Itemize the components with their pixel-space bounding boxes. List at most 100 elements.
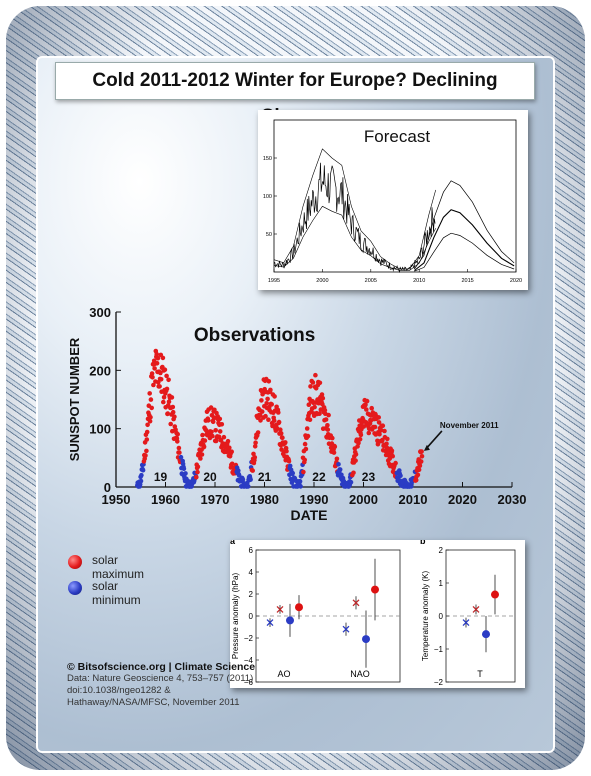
solar-max-point bbox=[322, 407, 328, 413]
panel-y-tick-label: 2 bbox=[439, 546, 444, 555]
solar-max-point bbox=[325, 427, 331, 432]
solar-max-point bbox=[313, 372, 318, 378]
solar-max-point bbox=[162, 367, 168, 373]
solar-min-point bbox=[348, 479, 354, 485]
solar-min-point bbox=[138, 478, 144, 484]
solar-max-point bbox=[276, 410, 281, 415]
solar-max-point bbox=[166, 399, 172, 405]
solar-max-point bbox=[390, 453, 396, 459]
solar-max-point bbox=[154, 361, 160, 366]
solar-max-point bbox=[418, 459, 424, 464]
panel-y-tick-label: 2 bbox=[249, 590, 254, 599]
solar-max-point bbox=[148, 414, 153, 420]
solar-max-point bbox=[166, 377, 171, 383]
panel-y-tick-label: 0 bbox=[249, 612, 254, 621]
legend-label: solar maximum bbox=[92, 553, 145, 581]
solar-max-point bbox=[305, 433, 311, 439]
solar-max-point bbox=[229, 461, 235, 467]
solar-max-point bbox=[364, 398, 370, 404]
solar-max-point bbox=[307, 417, 313, 423]
solar-max-point bbox=[384, 445, 390, 451]
observed-dot-marker bbox=[371, 585, 379, 594]
solar-max-point bbox=[308, 384, 313, 389]
solar-max-point bbox=[203, 428, 209, 433]
solar-max-point bbox=[257, 412, 263, 418]
obs-x-axis-label: DATE bbox=[290, 507, 327, 523]
solar-max-point bbox=[176, 445, 182, 451]
annotation-label: November 2011 bbox=[440, 421, 499, 430]
solar-max-point bbox=[369, 405, 375, 411]
solar-max-point bbox=[376, 420, 382, 425]
solar-max-point bbox=[253, 440, 258, 446]
obs-title: Observations bbox=[194, 325, 315, 346]
forecast-x-tick-label: 2020 bbox=[510, 278, 522, 284]
solar-max-point bbox=[210, 433, 215, 439]
obs-x-tick-label: 2000 bbox=[349, 492, 378, 507]
forecast-title: Forecast bbox=[364, 127, 430, 146]
obs-x-tick-label: 1970 bbox=[201, 492, 230, 507]
obs-x-tick-label: 1990 bbox=[300, 492, 329, 507]
solar-max-point bbox=[272, 394, 277, 399]
solar-max-point bbox=[353, 458, 358, 463]
panel-y-tick-label: 4 bbox=[249, 568, 254, 577]
panel-y-tick-label: −1 bbox=[434, 645, 444, 654]
forecast-x-tick-label: 2010 bbox=[413, 278, 425, 284]
solar-max-point bbox=[334, 456, 340, 462]
solar-max-point bbox=[419, 449, 424, 454]
solar-max-point bbox=[144, 429, 150, 435]
solar-max-point bbox=[258, 418, 263, 423]
solar-max-point bbox=[319, 392, 325, 397]
solar-max-point bbox=[149, 371, 155, 376]
panel-y-tick-label: −4 bbox=[244, 656, 254, 665]
solar-max-point bbox=[302, 457, 308, 463]
observed-dot-marker bbox=[491, 590, 499, 599]
solar-max-point bbox=[353, 452, 359, 457]
solar-max-point bbox=[306, 402, 312, 408]
panel-y-tick-label: −2 bbox=[244, 634, 254, 643]
solar-max-point bbox=[155, 355, 161, 361]
forecast-prediction-line bbox=[414, 232, 515, 272]
solar-max-point bbox=[284, 448, 289, 454]
credit-line: Data: Nature Geoscience 4, 753–757 (2011… bbox=[67, 673, 254, 684]
solar-min-point bbox=[287, 463, 293, 469]
solar-max-point bbox=[251, 451, 256, 457]
solar-max-point bbox=[195, 469, 200, 475]
cycle-number-label: 22 bbox=[312, 470, 326, 484]
solar-max-point bbox=[210, 419, 216, 425]
solar-max-point bbox=[330, 435, 335, 441]
solar-max-point bbox=[143, 453, 148, 458]
solar-min-point bbox=[297, 479, 303, 484]
forecast-chart: Forecast 1995 2000 2005 2010 2015 2020 50 100 150 bbox=[263, 119, 522, 284]
solar-min-point bbox=[337, 467, 343, 472]
solar-max-point bbox=[385, 436, 390, 442]
solar-max-point bbox=[265, 396, 270, 402]
solar-min-point bbox=[336, 462, 341, 467]
solar-max-point bbox=[278, 427, 283, 433]
observed-dot-marker bbox=[286, 616, 294, 625]
solar-max-point bbox=[331, 450, 337, 455]
observations-chart: 0 100 200 300 1950 1960 1970 1980 1990 2000 2010 20… bbox=[67, 305, 526, 523]
solar-max-point bbox=[165, 411, 171, 416]
solar-max-point bbox=[175, 432, 180, 437]
solar-max-point bbox=[280, 435, 285, 441]
solar-max-point bbox=[303, 446, 309, 452]
solar-max-point bbox=[384, 441, 389, 447]
solar-max-point bbox=[377, 431, 382, 437]
solar-max-point bbox=[199, 452, 205, 457]
solar-max-point bbox=[304, 426, 310, 431]
solar-max-point bbox=[213, 438, 219, 444]
annotation-arrow-head-icon bbox=[423, 444, 430, 451]
solar-min-point bbox=[248, 477, 253, 482]
solar-max-point bbox=[357, 437, 363, 442]
anomaly-charts: a 6 4 2 0 −2 −4 −6 Pressure anomaly (hPa) AO NAO b 2… bbox=[230, 536, 516, 687]
panel-y-tick-label: −6 bbox=[244, 678, 254, 687]
solar-max-point bbox=[259, 409, 265, 414]
solar-max-point bbox=[172, 414, 177, 420]
solar-max-point bbox=[417, 463, 423, 469]
panel-y-tick-label: 6 bbox=[249, 546, 254, 555]
panel-y-tick-label: 1 bbox=[439, 579, 444, 588]
solar-max-point bbox=[351, 470, 356, 476]
solar-max-point bbox=[358, 432, 364, 438]
solar-max-point bbox=[158, 377, 164, 382]
solar-max-point bbox=[147, 391, 152, 396]
